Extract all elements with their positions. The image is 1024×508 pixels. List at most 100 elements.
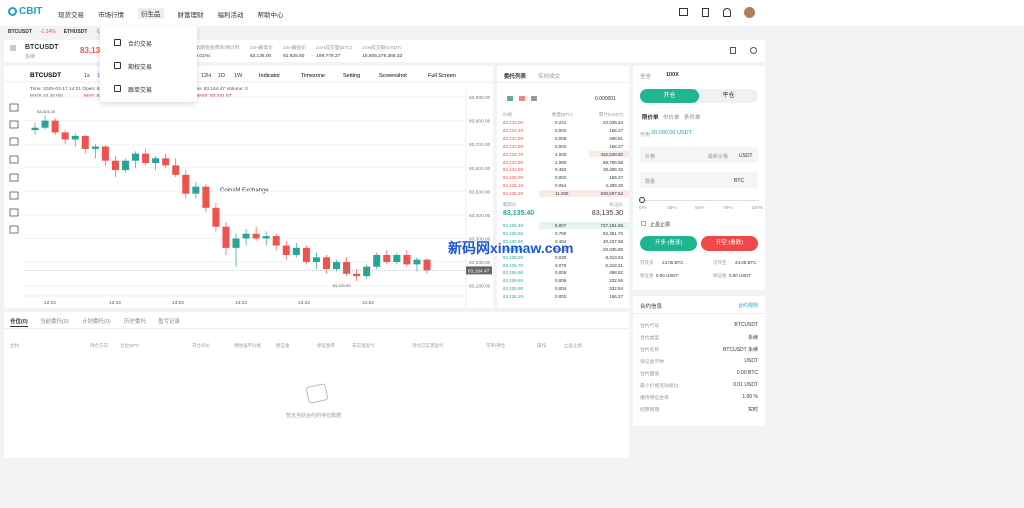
menu-item[interactable]: 跟单交易 [128, 88, 153, 94]
menu-item[interactable]: 福利活动 [217, 12, 244, 19]
view-icon[interactable] [507, 96, 513, 101]
tool[interactable]: Screenshot [379, 73, 407, 79]
menu-item[interactable]: 现货交易 [58, 12, 84, 19]
candle-body [272, 236, 280, 246]
tpsl-check[interactable] [641, 221, 646, 226]
menu-item[interactable]: 市场行情 [98, 12, 124, 19]
interval[interactable]: 12H [201, 73, 211, 79]
top-nav: CBIT 现货交易 市场行情 衍生品 财富理财 福利活动 帮助中心 [0, 0, 1024, 26]
candle-body [292, 247, 300, 255]
order-type[interactable]: 市价单 [663, 115, 680, 121]
icon[interactable] [730, 47, 736, 54]
x-tick-label: 12:42 [109, 300, 121, 306]
qty-input [640, 172, 758, 188]
tab[interactable]: 计划委托(0) [82, 319, 111, 325]
interval[interactable]: 1W [234, 73, 243, 79]
tab[interactable]: 仓位(0) [10, 319, 28, 325]
leverage[interactable]: 100X [666, 72, 679, 78]
margin-mode[interactable]: 全仓 [640, 74, 652, 80]
high-label: 83,823.28 [37, 109, 56, 114]
side-open[interactable]: 开仓 [640, 89, 699, 103]
value: 24.05 BTC [662, 260, 684, 265]
tool-icon[interactable] [9, 155, 19, 164]
view-icon[interactable] [531, 96, 537, 101]
tab[interactable]: 委托列表 [504, 74, 527, 80]
book-cell: 0.002 [555, 294, 567, 300]
info-key: 保证金币种 [640, 360, 664, 365]
stat-value: 81,925.60 [283, 54, 305, 59]
y-tick-label: 83,400.00 [469, 213, 491, 219]
tab-underline [10, 326, 28, 327]
stat: 24H成交量(BTC) 189,779.27 [316, 44, 352, 59]
order-type[interactable]: 限价单 [642, 115, 659, 121]
book-cell: 40,237.58 [602, 238, 623, 244]
tool[interactable]: Indicator [259, 73, 280, 79]
book-cell: 332,538.80 [600, 151, 623, 157]
info-key: 合约类型 [640, 336, 660, 341]
tool-icon[interactable] [9, 191, 19, 200]
order-type[interactable]: 条件单 [684, 115, 701, 121]
info-key: 结算周期 [640, 408, 660, 413]
icon[interactable] [702, 8, 709, 17]
order-book: 委托列表 实时成交 0.000001 价格 数量(BTC) 累计(USDT) 83,134.… [497, 66, 629, 308]
menu-item[interactable]: 期权交易 [128, 65, 153, 71]
sell-button[interactable]: 开空 (看跌) [701, 236, 758, 251]
logo[interactable]: CBIT [19, 6, 43, 17]
candle-body [282, 245, 290, 255]
interval[interactable]: 1s [84, 73, 90, 79]
interval[interactable]: 1D [218, 73, 225, 79]
y-tick-label: 83,800.00 [469, 119, 491, 125]
tab[interactable]: 实时成交 [538, 74, 561, 80]
avatar[interactable] [744, 7, 755, 18]
book-cell: 0.054 [555, 183, 567, 189]
tool-icon[interactable] [9, 208, 19, 217]
candle-body [172, 165, 180, 175]
mid-price: 83,135.40 [503, 210, 535, 217]
depth-bar [589, 150, 629, 158]
tool[interactable]: Timezone [301, 73, 325, 79]
tool-icon[interactable] [9, 103, 19, 112]
col-header: 开仓均价 [192, 343, 210, 348]
price-label: 价格 [645, 154, 656, 160]
chart: BTCUSDT1s1m5m15m30m1H4H12H1D1WIndicatorT… [4, 72, 493, 308]
icon[interactable] [723, 8, 731, 17]
mid-label: 标记价 [609, 202, 624, 207]
candle-body [423, 259, 431, 271]
stat: 24H最低价 81,925.60 [283, 44, 306, 59]
candle-body [262, 236, 270, 239]
tab[interactable]: 历史委托 [124, 319, 147, 325]
menu-item[interactable]: 合约交易 [128, 42, 153, 48]
candle-body [132, 153, 140, 161]
icon[interactable] [750, 47, 757, 54]
slider-knob[interactable] [639, 197, 645, 203]
buy-button[interactable]: 开多 (看涨) [640, 236, 697, 251]
symbol[interactable]: BTCUSDT [25, 44, 59, 51]
book-cell: 83,134.90 [503, 167, 524, 173]
tab[interactable]: 盈亏记录 [158, 319, 181, 325]
tool[interactable]: Setting [343, 73, 360, 79]
tab[interactable]: 当前委托(0) [40, 319, 69, 325]
tool-icon[interactable] [9, 173, 19, 182]
tool-icon[interactable] [9, 225, 19, 234]
tool-icon[interactable] [9, 120, 19, 129]
tool-icon[interactable] [9, 137, 19, 146]
candle-body [232, 238, 240, 248]
icon[interactable] [679, 8, 688, 16]
col-header: 保证金率 [317, 343, 335, 348]
stat-label: 24H最高价 [249, 46, 274, 51]
menu-item[interactable]: 帮助中心 [257, 12, 284, 19]
candle-body [252, 233, 260, 239]
info-link[interactable]: 合约规则 [737, 303, 758, 309]
view-icon[interactable] [519, 96, 525, 101]
book-header: 价格 [503, 112, 512, 117]
book-cell: 83,135.70 [503, 262, 524, 268]
ma-title: MA(5,10,30,60) [30, 93, 63, 99]
precision[interactable]: 0.000001 [595, 96, 616, 102]
menu-item[interactable]: 财富理财 [177, 12, 204, 19]
side-close[interactable]: 平仓 [722, 93, 735, 99]
book-cell: 83,135.40 [503, 223, 524, 228]
menu-item[interactable]: 衍生品 [138, 8, 164, 19]
tool[interactable]: Full Screen [428, 73, 456, 79]
y-tick-label: 83,200.00 [469, 260, 491, 266]
symbol[interactable]: BTCUSDT [30, 72, 61, 79]
